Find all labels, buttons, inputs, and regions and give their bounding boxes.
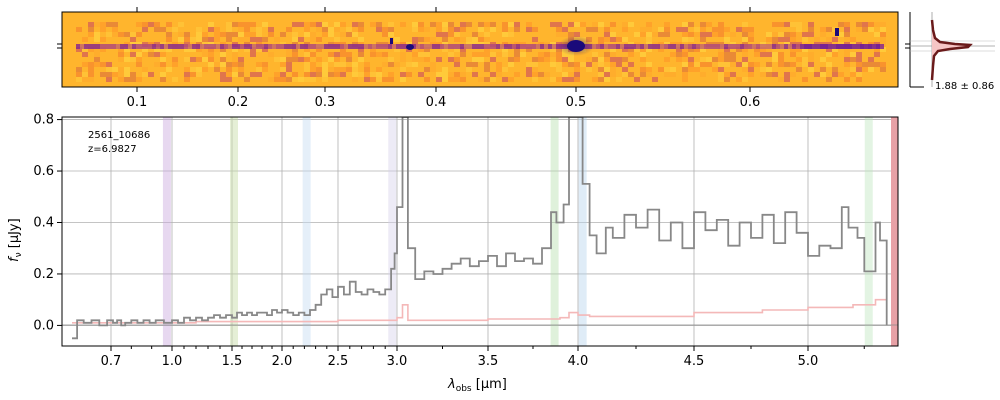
emission-line-markers <box>162 117 873 346</box>
x-tick-label: 1.0 <box>162 354 183 369</box>
main-plot: 0.0 0.2 0.4 0.6 0.8 0.7 1.0 1.5 2.0 2.5 3.0 3.5 4.0 4… <box>7 113 899 394</box>
y-tick-label: 0.4 <box>33 215 54 230</box>
emission-line-band <box>230 117 238 346</box>
2d-spectrum-frame <box>61 11 899 88</box>
profile-panel: 1.88 ± 0.86 <box>905 12 995 92</box>
axes: 0.0 0.2 0.4 0.6 0.8 0.7 1.0 1.5 2.0 2.5 3.0 3.5 4.0 4… <box>33 113 865 369</box>
top-tick-label: 0.2 <box>228 95 249 110</box>
series-layer <box>72 117 888 340</box>
y-axis-label: fν [μJy] <box>7 218 24 262</box>
y-tick-label: 0.2 <box>33 267 54 282</box>
y-tick-label: 0.6 <box>33 164 54 179</box>
emission-line-band <box>578 117 587 346</box>
emission-line-band <box>864 117 873 346</box>
grid <box>62 117 898 346</box>
2d-spectrum-noise <box>76 22 886 82</box>
emission-line-band <box>162 117 171 346</box>
x-tick-label: 3.0 <box>387 354 408 369</box>
emission-blob <box>406 44 414 50</box>
y-tick-label: 0.0 <box>33 318 54 333</box>
top-tick-label: 0.6 <box>740 95 761 110</box>
series-flux <box>72 117 888 340</box>
2d-spectrum-panel: 0.1 0.2 0.3 0.4 0.5 0.6 <box>57 7 899 110</box>
emission-line-band <box>302 117 311 346</box>
profile-label: 1.88 ± 0.86 <box>935 81 994 92</box>
x-tick-label: 2.5 <box>328 354 349 369</box>
x-tick-label: 4.5 <box>684 354 705 369</box>
y-tick-label: 0.8 <box>33 113 54 128</box>
top-tick-label: 0.3 <box>315 95 336 110</box>
profile-line <box>930 19 973 81</box>
x-tick-label: 3.5 <box>478 354 499 369</box>
right-edge-mask <box>891 117 898 346</box>
emission-line-band <box>388 117 397 346</box>
x-tick-label: 5.0 <box>798 354 819 369</box>
x-tick-label: 4.0 <box>568 354 589 369</box>
redshift-label: z=6.9827 <box>88 144 137 155</box>
x-axis-label: λobs [μm] <box>447 377 507 394</box>
top-tick-label: 0.5 <box>566 95 587 110</box>
plot-frame <box>61 116 899 347</box>
top-tick-label: 0.1 <box>127 95 148 110</box>
top-tick-label: 0.4 <box>426 95 447 110</box>
series-error <box>72 298 887 324</box>
top-axis: 0.1 0.2 0.3 0.4 0.5 0.6 <box>57 7 760 110</box>
x-tick-label: 0.7 <box>101 354 122 369</box>
emission-line-band <box>550 117 559 346</box>
x-tick-label: 1.5 <box>222 354 243 369</box>
x-tick-label: 2.0 <box>272 354 293 369</box>
object-id-label: 2561_10686 <box>88 130 150 141</box>
